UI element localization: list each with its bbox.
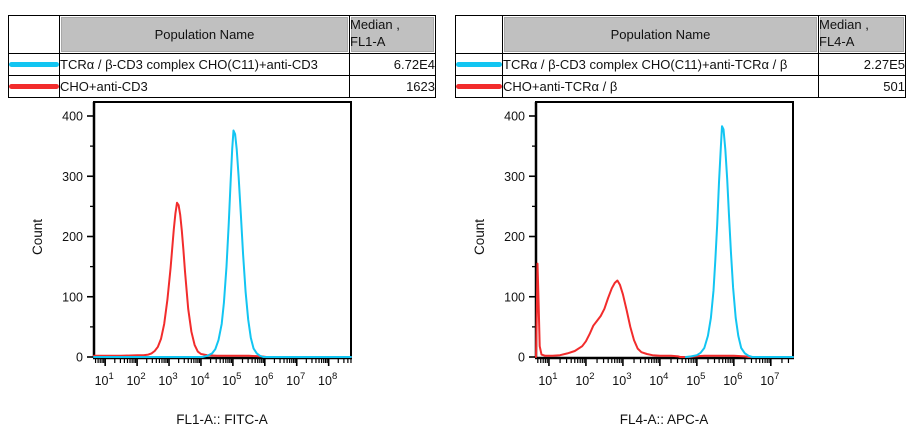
- red-series-swatch: [456, 84, 502, 89]
- y-tick-label: 300: [504, 170, 525, 184]
- y-tick-label: 200: [62, 230, 83, 244]
- x-tick-label: 106: [254, 371, 273, 388]
- median-header-line1: Median ,: [350, 17, 400, 32]
- population-name-cell: CHO+anti-CD3: [59, 75, 350, 98]
- table-row: CHO+anti-CD3 1623: [8, 75, 436, 98]
- histogram-plot-fl4a: 0 100 200 300 400 101 102 103 104 105 106 107 Count F…: [472, 101, 794, 427]
- x-tick-label: 101: [538, 371, 557, 388]
- y-axis: 0 100 200 300 400: [62, 110, 94, 365]
- x-axis: 101 102 103 104 105 106 107 108: [95, 359, 352, 388]
- cyan-series-swatch: [9, 62, 59, 67]
- y-tick-label: 0: [518, 351, 525, 365]
- histogram-curve-cyan: [93, 129, 352, 358]
- x-tick-label: 105: [222, 371, 241, 388]
- histogram-curve-red: [535, 262, 794, 358]
- y-axis-title: Count: [472, 219, 487, 255]
- histogram-curve-cyan: [684, 125, 794, 358]
- x-tick-label: 102: [126, 371, 145, 388]
- population-name-cell: CHO+anti-TCRα / β: [502, 75, 819, 98]
- x-axis-title: FL1-A:: FITC-A: [176, 412, 268, 427]
- x-tick-label: 106: [723, 371, 742, 388]
- population-median-table-left: Population Name Median , FL1-A TCRα / β-…: [8, 15, 436, 98]
- x-tick-label: 107: [760, 371, 779, 388]
- x-tick-label: 102: [575, 371, 594, 388]
- population-median-table-right: Population Name Median , FL4-A TCRα / β-…: [455, 15, 906, 98]
- median-header-line2: FL4-A: [819, 34, 855, 49]
- median-value-cell: 6.72E4: [349, 53, 436, 76]
- table-corner-cell: [8, 15, 60, 54]
- median-header: Median , FL1-A: [349, 15, 436, 54]
- y-tick-label: 0: [76, 351, 83, 365]
- population-name-cell: TCRα / β-CD3 complex CHO(C11)+anti-CD3: [59, 53, 350, 76]
- x-axis: 101 102 103 104 105 106 107: [537, 359, 790, 388]
- median-header-line2: FL1-A: [350, 34, 386, 49]
- population-name-header: Population Name: [59, 15, 350, 54]
- table-row: TCRα / β-CD3 complex CHO(C11)+anti-TCRα …: [455, 53, 906, 76]
- median-header: Median , FL4-A: [818, 15, 906, 54]
- median-value-cell: 2.27E5: [818, 53, 906, 76]
- series-swatch-cell: [8, 53, 60, 76]
- y-axis-title: Count: [30, 219, 45, 255]
- x-axis-title: FL4-A:: APC-A: [620, 412, 709, 427]
- x-tick-label: 101: [95, 371, 114, 388]
- median-header-line1: Median ,: [819, 17, 869, 32]
- y-axis: 0 100 200 300 400: [504, 110, 536, 365]
- x-tick-label: 107: [286, 371, 305, 388]
- series-swatch-cell: [455, 75, 503, 98]
- x-tick-label: 103: [158, 371, 177, 388]
- cyan-series-swatch: [456, 62, 502, 67]
- x-tick-label: 108: [318, 371, 337, 388]
- median-value-cell: 1623: [349, 75, 436, 98]
- x-tick-label: 103: [612, 371, 631, 388]
- x-tick-label: 105: [686, 371, 705, 388]
- plot-frame: [535, 101, 794, 359]
- histogram-plot-fl1a: 0 100 200 300 400 101 102 103 104 105 106 107 108 Cou…: [30, 101, 352, 427]
- y-tick-label: 200: [504, 230, 525, 244]
- red-series-swatch: [9, 84, 59, 89]
- x-tick-label: 104: [190, 371, 209, 388]
- table-corner-cell: [455, 15, 503, 54]
- y-tick-label: 100: [504, 290, 525, 304]
- y-tick-label: 400: [504, 110, 525, 124]
- y-tick-label: 400: [62, 110, 83, 124]
- population-name-header: Population Name: [502, 15, 819, 54]
- table-row: TCRα / β-CD3 complex CHO(C11)+anti-CD3 6…: [8, 53, 436, 76]
- table-row: CHO+anti-TCRα / β 501: [455, 75, 906, 98]
- series-swatch-cell: [455, 53, 503, 76]
- histogram-curve-red: [93, 201, 352, 358]
- median-value-cell: 501: [818, 75, 906, 98]
- y-tick-label: 300: [62, 170, 83, 184]
- population-name-cell: TCRα / β-CD3 complex CHO(C11)+anti-TCRα …: [502, 53, 819, 76]
- series-swatch-cell: [8, 75, 60, 98]
- y-tick-label: 100: [62, 290, 83, 304]
- x-tick-label: 104: [649, 371, 668, 388]
